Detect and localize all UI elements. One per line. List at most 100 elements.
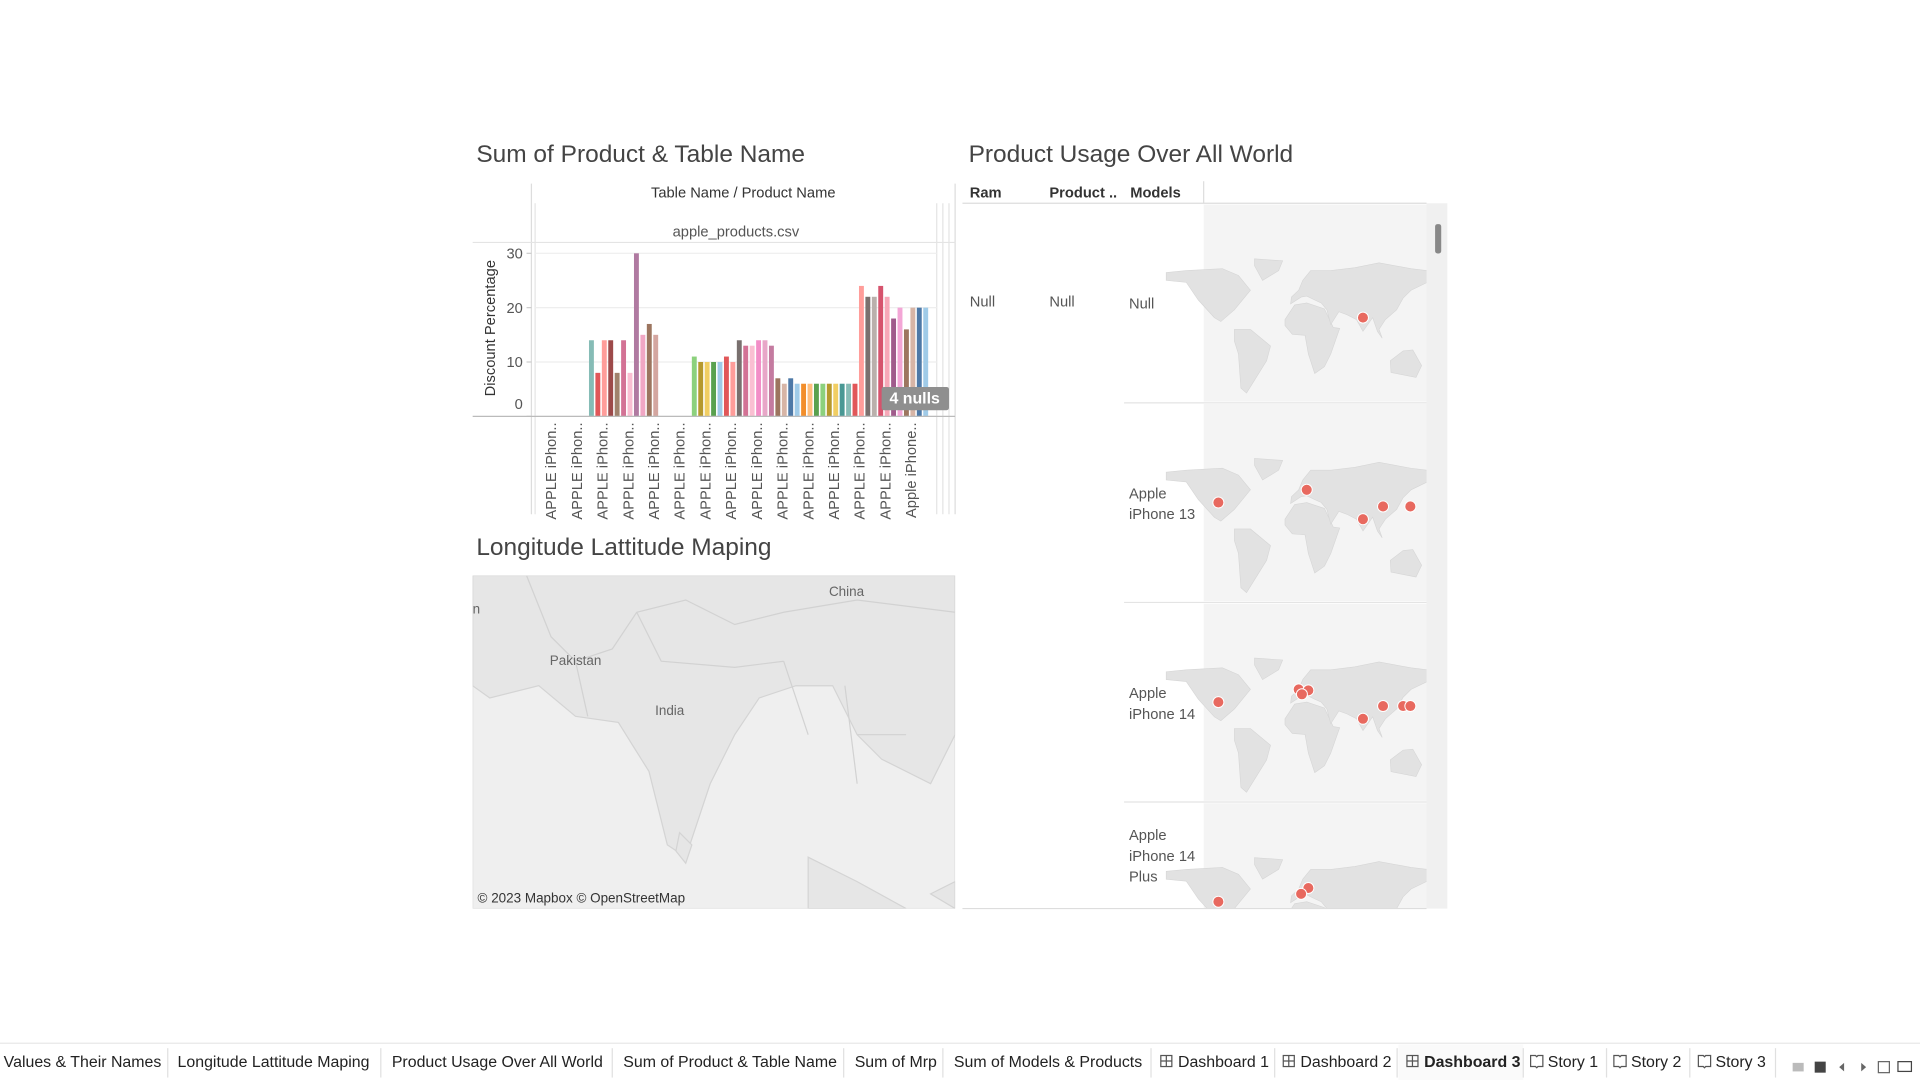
bar[interactable] — [839, 383, 845, 417]
bar[interactable] — [884, 296, 890, 417]
bar[interactable] — [704, 361, 710, 417]
tab-label[interactable]: Sum of Mrp — [855, 1054, 937, 1071]
bar[interactable] — [820, 383, 826, 417]
bar[interactable] — [717, 361, 723, 417]
tab-label[interactable]: Dashboard 1 — [1178, 1054, 1269, 1071]
land — [1290, 262, 1428, 339]
bar[interactable] — [595, 372, 601, 417]
bar[interactable] — [646, 323, 652, 417]
location-dot[interactable] — [1377, 500, 1390, 513]
land — [472, 575, 956, 859]
bar[interactable] — [865, 296, 871, 417]
location-dot[interactable] — [1377, 700, 1390, 713]
bar[interactable] — [807, 383, 813, 417]
tab-label[interactable]: Story 3 — [1716, 1054, 1767, 1071]
column-header: Product .. — [1049, 185, 1117, 201]
tab-label[interactable]: Longitude Lattitude Maping — [178, 1054, 370, 1071]
tab-icon — [1160, 1055, 1172, 1067]
next-button[interactable] — [1861, 1062, 1867, 1072]
bar[interactable] — [627, 372, 633, 417]
bar[interactable] — [916, 307, 922, 417]
bar[interactable] — [903, 329, 909, 417]
tab-label[interactable]: Story 1 — [1548, 1054, 1599, 1071]
bar[interactable] — [730, 361, 736, 417]
location-dot[interactable] — [1356, 513, 1369, 526]
land — [1284, 701, 1341, 774]
tab-highlight — [1398, 1044, 1524, 1080]
attribution[interactable]: © 2023 Mapbox © OpenStreetMap — [478, 890, 686, 905]
tab-label[interactable]: Values & Their Names — [4, 1054, 162, 1071]
scrollbar[interactable] — [1426, 203, 1448, 909]
bar[interactable] — [897, 307, 903, 417]
tab-label[interactable]: Sum of Product & Table Name — [623, 1054, 837, 1071]
bar[interactable] — [813, 383, 819, 417]
x-tick-label: APPLE iPhon.. — [673, 422, 689, 519]
location-dot[interactable] — [1212, 696, 1225, 709]
bar[interactable] — [871, 296, 877, 417]
bar[interactable] — [633, 253, 639, 417]
bar[interactable] — [858, 285, 864, 417]
tab-label[interactable]: Product Usage Over All World — [392, 1054, 603, 1071]
bar[interactable] — [614, 372, 620, 417]
bar[interactable] — [923, 307, 929, 417]
bar[interactable] — [640, 334, 646, 417]
fullscreen-button[interactable] — [1877, 1061, 1890, 1074]
bar[interactable] — [801, 383, 807, 417]
bar[interactable] — [601, 340, 607, 417]
land — [1389, 549, 1422, 578]
null-indicator[interactable]: 4 nulls — [889, 390, 940, 407]
bar[interactable] — [788, 378, 794, 417]
tab-label[interactable]: Sum of Models & Products — [954, 1054, 1142, 1071]
presentation-button[interactable] — [1897, 1061, 1913, 1073]
x-tick-label: APPLE iPhon.. — [544, 422, 560, 519]
bar[interactable] — [736, 340, 742, 417]
bar[interactable] — [608, 340, 614, 417]
bar[interactable] — [891, 318, 897, 417]
bar[interactable] — [588, 340, 594, 417]
location-dot[interactable] — [1356, 712, 1369, 725]
prev-button[interactable] — [1839, 1062, 1845, 1072]
bar[interactable] — [826, 383, 832, 417]
view-toggle[interactable] — [1814, 1061, 1826, 1073]
bar[interactable] — [621, 340, 627, 417]
bar[interactable] — [698, 361, 704, 417]
chart-title: Sum of Product & Table Name — [476, 141, 805, 168]
bar[interactable] — [691, 356, 697, 417]
location-dot[interactable] — [1295, 887, 1308, 900]
view-toggle[interactable] — [1792, 1062, 1804, 1072]
bar[interactable] — [781, 383, 787, 417]
bar[interactable] — [653, 334, 659, 417]
bar[interactable] — [743, 345, 749, 417]
location-dot[interactable] — [1295, 688, 1308, 701]
column-header: Table Name / Product Name — [651, 185, 835, 201]
location-dot[interactable] — [1404, 700, 1417, 713]
bar[interactable] — [775, 378, 781, 417]
location-dot[interactable] — [1356, 311, 1369, 324]
map-title: Longitude Lattitude Maping — [476, 534, 771, 561]
tab-icon — [1697, 1054, 1712, 1069]
bar[interactable] — [723, 356, 729, 417]
location-dot[interactable] — [1300, 483, 1313, 496]
tab-bar: Values & Their Names Longitude Lattitude … — [4, 1044, 1777, 1080]
location-dot[interactable] — [1212, 895, 1225, 908]
bar[interactable] — [756, 340, 762, 417]
bar[interactable] — [852, 383, 858, 417]
bar[interactable] — [768, 345, 774, 417]
bar[interactable] — [762, 340, 768, 417]
location-dot[interactable] — [1404, 500, 1417, 513]
tab-label[interactable]: Dashboard 2 — [1300, 1054, 1391, 1071]
bar[interactable] — [878, 285, 884, 417]
bar[interactable] — [833, 383, 839, 417]
bar[interactable] — [749, 345, 755, 417]
bar[interactable] — [711, 361, 717, 417]
x-tick-label: APPLE iPhon.. — [776, 422, 792, 519]
bar[interactable] — [846, 383, 852, 417]
location-dot[interactable] — [1212, 496, 1225, 509]
bar[interactable] — [794, 383, 800, 417]
bar[interactable] — [910, 307, 916, 417]
tab-label[interactable]: Dashboard 3 — [1424, 1054, 1520, 1071]
model-label: Apple iPhone 14 — [1128, 683, 1196, 722]
null-badge[interactable] — [881, 386, 949, 411]
tab-label[interactable]: Story 2 — [1631, 1054, 1682, 1071]
scroll-thumb[interactable] — [1435, 224, 1442, 254]
